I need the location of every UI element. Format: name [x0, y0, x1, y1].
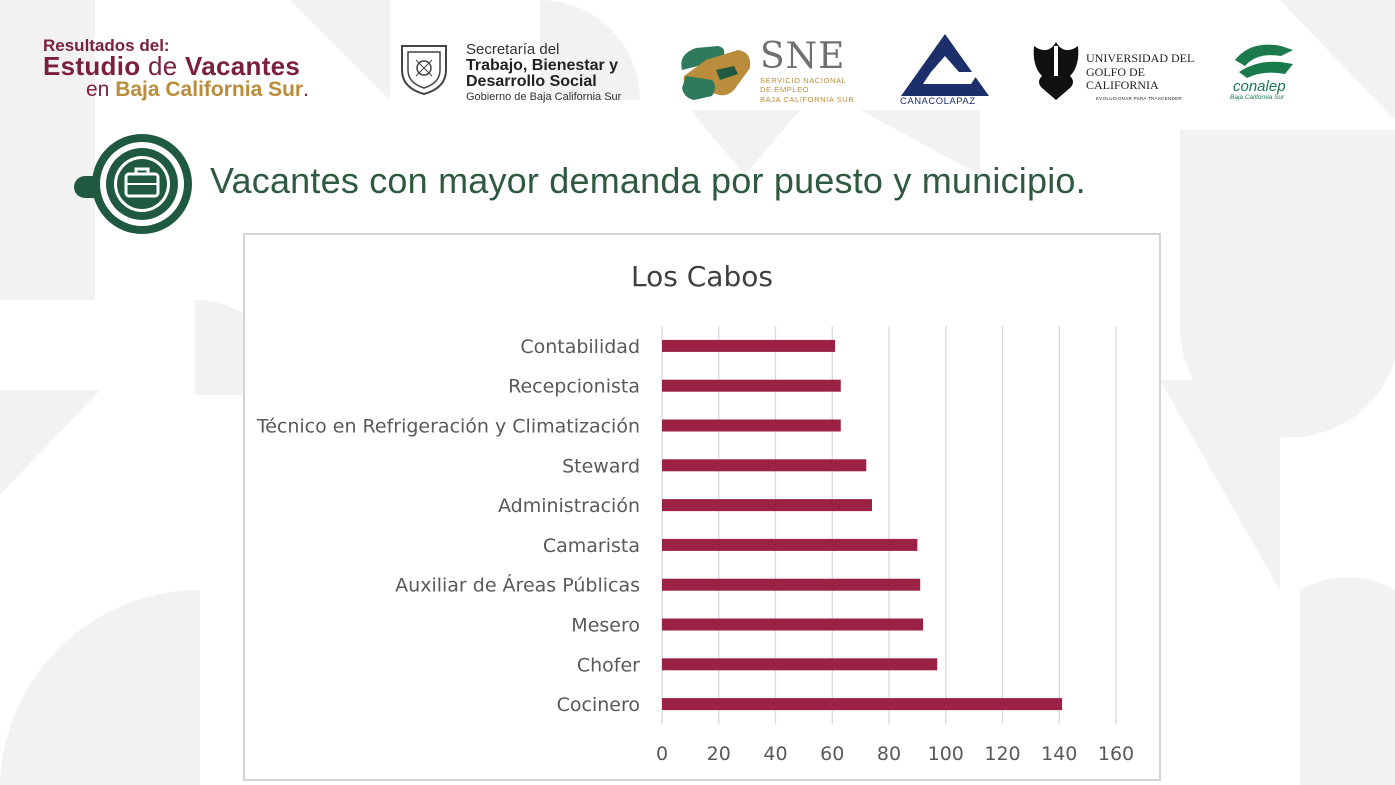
resultados-bcs: Baja California Sur: [115, 78, 304, 101]
resultados-line2: Estudio de Vacantes: [43, 51, 300, 82]
conalep-sub: Baja California Sur: [1230, 94, 1285, 101]
bar: [662, 459, 867, 472]
resultados-line1: Resultados del:: [43, 36, 170, 55]
page-heading: Vacantes con mayor demanda por puesto y …: [210, 160, 1086, 201]
bar: [662, 419, 841, 432]
handshake-icon: [681, 46, 751, 100]
category-label: Administración: [498, 495, 640, 517]
stps-line4: Gobierno de Baja California Sur: [466, 91, 622, 103]
canaco-triangle-logo: [901, 34, 989, 96]
bar: [662, 538, 918, 551]
category-label: Steward: [562, 455, 640, 477]
x-tick-label: 20: [707, 743, 731, 765]
sne-line1: SERVICIO NACIONAL: [760, 76, 847, 85]
bar: [662, 658, 938, 671]
category-label: Contabilidad: [520, 336, 640, 358]
resultados-line3: en Baja California Sur.: [86, 78, 309, 102]
category-label: Mesero: [571, 615, 640, 637]
canaco-name: CANACOLAPAZ: [900, 96, 976, 107]
sne-line3: BAJA CALIFORNIA SUR: [760, 95, 855, 104]
category-label: Chofer: [577, 654, 640, 676]
resultados-en: en: [86, 78, 110, 101]
x-tick-label: 40: [763, 743, 787, 765]
coat-of-arms-logo: [401, 45, 447, 96]
x-tick-label: 100: [928, 743, 964, 765]
category-label: Recepcionista: [508, 376, 640, 398]
sne-title: SNE: [760, 36, 846, 77]
bar: [662, 618, 924, 631]
chart-title: Los Cabos: [631, 260, 773, 293]
briefcase-icon: [74, 134, 192, 234]
resultados-dot: .: [303, 78, 309, 101]
bar-chart: Los Cabos 0 20 40 60 80 100 120 140 160 Contabilid…: [256, 260, 1134, 765]
bar: [662, 698, 1063, 711]
conalep-logo: [1235, 44, 1293, 78]
resultados-estudio: Estudio: [43, 51, 141, 81]
bar: [662, 339, 836, 352]
eagle-logo: [1033, 42, 1079, 100]
category-label: Técnico en Refrigeración y Climatización: [256, 416, 640, 438]
category-label: Auxiliar de Áreas Públicas: [395, 574, 640, 597]
ugc-line1: UNIVERSIDAD DEL: [1086, 51, 1195, 65]
category-label: Camarista: [543, 535, 640, 557]
resultados-de: de: [147, 51, 178, 81]
bar: [662, 379, 841, 392]
conalep-name: conalep: [1233, 78, 1286, 95]
category-label: Cocinero: [557, 694, 640, 716]
ugc-line2: GOLFO DE: [1086, 65, 1145, 79]
stps-line2: Trabajo, Bienestar y: [466, 57, 619, 74]
x-tick-label: 60: [820, 743, 844, 765]
x-tick-label: 140: [1041, 743, 1077, 765]
bar: [662, 578, 921, 591]
x-tick-label: 160: [1098, 743, 1134, 765]
x-tick-label: 80: [877, 743, 901, 765]
x-tick-label: 0: [656, 743, 668, 765]
ugc-line4: EVOLUCIONAR PARA TRASCENDER: [1096, 96, 1182, 101]
resultados-vacantes: Vacantes: [185, 51, 301, 81]
bar: [662, 499, 872, 512]
stps-line1: Secretaría del: [466, 41, 560, 58]
stps-line3: Desarrollo Social: [466, 73, 597, 90]
sne-line2: DE EMPLEO: [760, 85, 810, 94]
ugc-line3: CALIFORNIA: [1086, 78, 1159, 92]
x-tick-label: 120: [984, 743, 1020, 765]
